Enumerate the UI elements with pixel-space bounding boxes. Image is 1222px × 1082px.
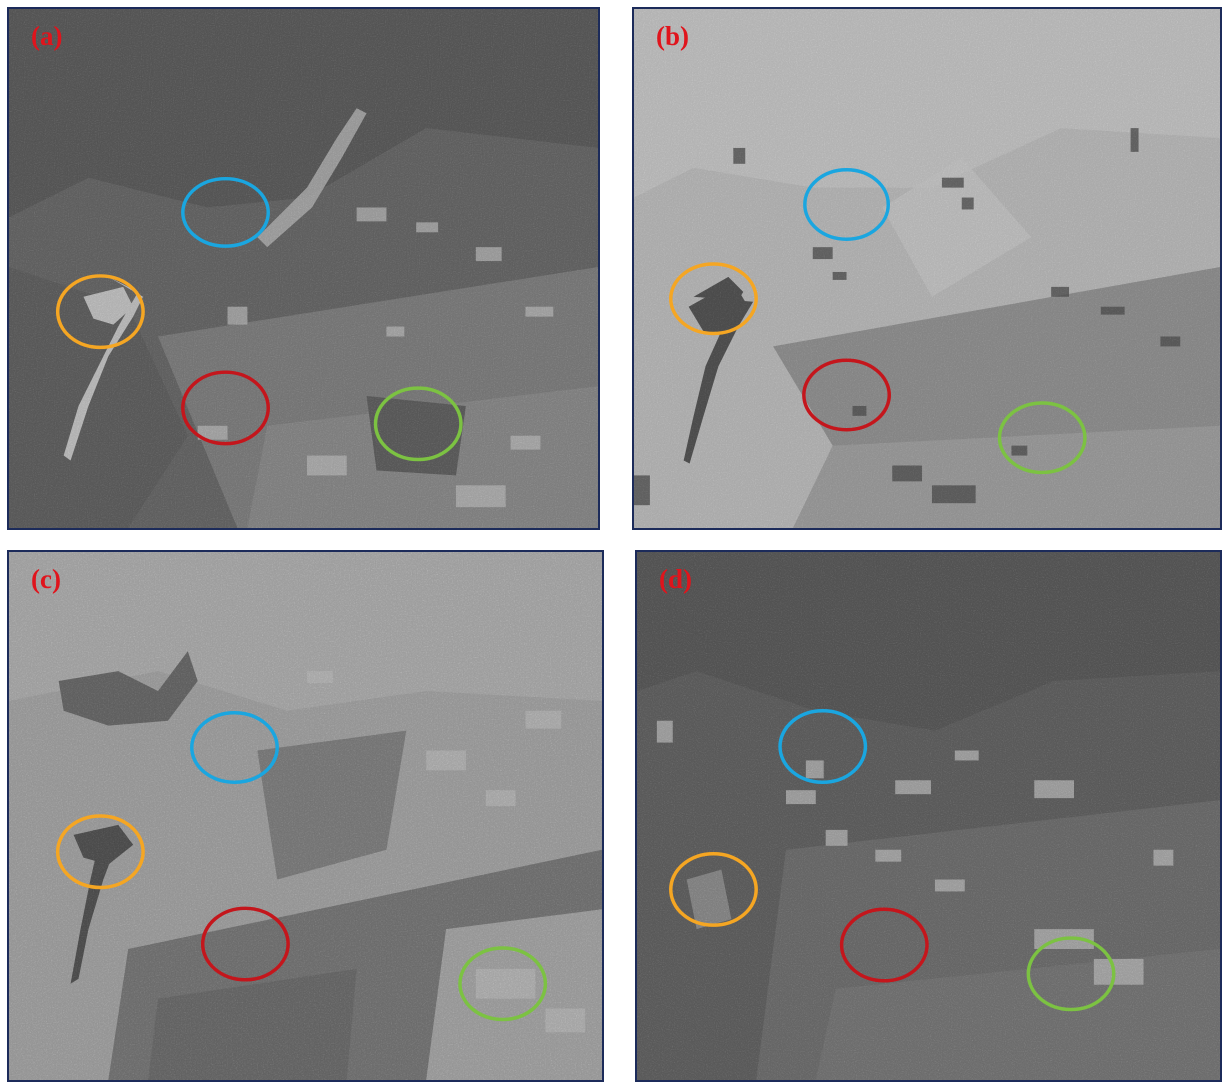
blue-circle [190,711,279,784]
green-circle [458,946,548,1022]
orange-circle [669,262,758,336]
green-circle [373,386,463,462]
panel-a: (a) [7,7,600,530]
panel-c: (c) [7,550,604,1082]
panel-label-b: (b) [656,21,689,51]
satellite-image-b [634,9,1220,528]
blue-circle [803,168,891,241]
panel-label-c: (c) [31,564,61,594]
panel-b: (b) [632,7,1222,530]
blue-circle [778,709,868,784]
satellite-image-c [9,552,602,1080]
satellite-image-d [637,552,1220,1080]
red-circle [802,358,891,432]
satellite-image-a [9,9,598,528]
panel-label-d: (d) [659,564,692,594]
blue-circle [181,176,270,248]
red-circle [181,370,270,446]
orange-circle [669,851,758,927]
orange-circle [55,814,145,890]
panel-label-a: (a) [31,21,63,51]
panel-d: (d) [635,550,1222,1082]
red-circle [839,907,929,983]
orange-circle [55,274,145,350]
red-circle [200,906,290,982]
green-circle [997,401,1087,475]
green-circle [1026,936,1116,1012]
